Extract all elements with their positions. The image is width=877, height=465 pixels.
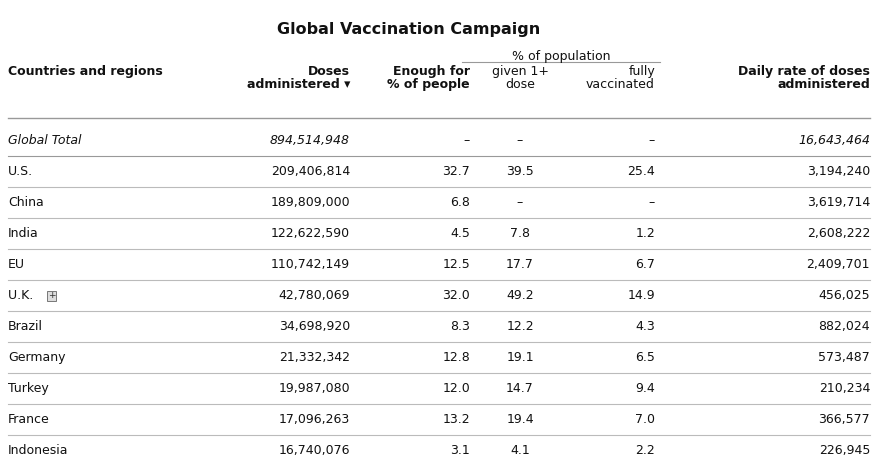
Text: 3.1: 3.1	[450, 444, 470, 457]
Text: 21,332,342: 21,332,342	[279, 351, 350, 364]
Text: 14.7: 14.7	[506, 382, 534, 395]
Text: India: India	[8, 227, 39, 240]
Text: % of population: % of population	[512, 50, 610, 63]
FancyBboxPatch shape	[46, 291, 56, 301]
Text: 456,025: 456,025	[818, 289, 870, 302]
Text: 209,406,814: 209,406,814	[271, 165, 350, 178]
Text: –: –	[649, 134, 655, 147]
Text: –: –	[464, 134, 470, 147]
Text: 12.8: 12.8	[442, 351, 470, 364]
Text: 19.4: 19.4	[506, 413, 534, 426]
Text: 17,096,263: 17,096,263	[279, 413, 350, 426]
Text: fully: fully	[628, 65, 655, 78]
Text: dose: dose	[505, 78, 535, 91]
Text: 4.3: 4.3	[635, 320, 655, 333]
Text: 4.1: 4.1	[510, 444, 530, 457]
Text: 25.4: 25.4	[627, 165, 655, 178]
Text: 366,577: 366,577	[818, 413, 870, 426]
Text: 32.7: 32.7	[442, 165, 470, 178]
Text: Germany: Germany	[8, 351, 66, 364]
Text: 2,608,222: 2,608,222	[807, 227, 870, 240]
Text: France: France	[8, 413, 50, 426]
Text: 573,487: 573,487	[818, 351, 870, 364]
Text: 19.1: 19.1	[506, 351, 534, 364]
Text: 6.5: 6.5	[635, 351, 655, 364]
Text: 42,780,069: 42,780,069	[279, 289, 350, 302]
Text: U.K.: U.K.	[8, 289, 37, 302]
Text: 16,740,076: 16,740,076	[279, 444, 350, 457]
Text: 122,622,590: 122,622,590	[271, 227, 350, 240]
Text: 7.8: 7.8	[510, 227, 530, 240]
Text: 12.5: 12.5	[442, 258, 470, 271]
Text: Indonesia: Indonesia	[8, 444, 68, 457]
Text: 8.3: 8.3	[450, 320, 470, 333]
Text: 1.2: 1.2	[635, 227, 655, 240]
Text: 49.2: 49.2	[506, 289, 534, 302]
Text: Countries and regions: Countries and regions	[8, 65, 163, 78]
Text: –: –	[649, 196, 655, 209]
Text: % of people: % of people	[388, 78, 470, 91]
Text: 7.0: 7.0	[635, 413, 655, 426]
Text: 2,409,701: 2,409,701	[807, 258, 870, 271]
Text: 16,643,464: 16,643,464	[798, 134, 870, 147]
Text: given 1+: given 1+	[491, 65, 548, 78]
Text: 210,234: 210,234	[818, 382, 870, 395]
Text: Enough for: Enough for	[393, 65, 470, 78]
Text: 894,514,948: 894,514,948	[270, 134, 350, 147]
Text: Daily rate of doses: Daily rate of doses	[738, 65, 870, 78]
Text: 2.2: 2.2	[635, 444, 655, 457]
Text: China: China	[8, 196, 44, 209]
Text: Global Total: Global Total	[8, 134, 82, 147]
Text: 110,742,149: 110,742,149	[271, 258, 350, 271]
Text: 6.8: 6.8	[450, 196, 470, 209]
Text: 189,809,000: 189,809,000	[270, 196, 350, 209]
Text: +: +	[47, 292, 55, 300]
Text: 3,619,714: 3,619,714	[807, 196, 870, 209]
Text: U.S.: U.S.	[8, 165, 33, 178]
Text: 12.2: 12.2	[506, 320, 534, 333]
Text: Brazil: Brazil	[8, 320, 43, 333]
Text: Global Vaccination Campaign: Global Vaccination Campaign	[277, 22, 540, 37]
Text: 4.5: 4.5	[450, 227, 470, 240]
Text: 6.7: 6.7	[635, 258, 655, 271]
Text: vaccinated: vaccinated	[586, 78, 655, 91]
Text: 32.0: 32.0	[442, 289, 470, 302]
Text: 17.7: 17.7	[506, 258, 534, 271]
Text: EU: EU	[8, 258, 25, 271]
Text: 39.5: 39.5	[506, 165, 534, 178]
Text: administered ▾: administered ▾	[246, 78, 350, 91]
Text: 34,698,920: 34,698,920	[279, 320, 350, 333]
Text: –: –	[517, 196, 523, 209]
Text: –: –	[517, 134, 523, 147]
Text: 14.9: 14.9	[627, 289, 655, 302]
Text: 226,945: 226,945	[818, 444, 870, 457]
Text: 3,194,240: 3,194,240	[807, 165, 870, 178]
Text: 19,987,080: 19,987,080	[278, 382, 350, 395]
Text: administered: administered	[777, 78, 870, 91]
Text: 882,024: 882,024	[818, 320, 870, 333]
Text: 13.2: 13.2	[442, 413, 470, 426]
Text: 12.0: 12.0	[442, 382, 470, 395]
Text: Doses: Doses	[308, 65, 350, 78]
Text: 9.4: 9.4	[635, 382, 655, 395]
Text: Turkey: Turkey	[8, 382, 49, 395]
